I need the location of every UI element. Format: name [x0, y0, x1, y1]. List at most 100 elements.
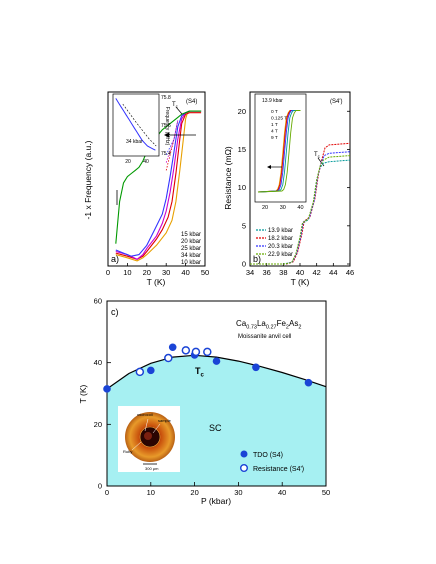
panel-c-x-tick-label: 30 — [234, 488, 242, 497]
panel-b-x-tick-label: 34 — [246, 268, 254, 277]
tdo-point — [147, 366, 155, 375]
inset-x-tick-20: 20 — [125, 159, 131, 165]
resistance-point — [191, 347, 201, 357]
panel-b-inset-curve — [257, 110, 301, 193]
panel-a-x-tick-label: 10 — [123, 268, 131, 277]
cell-label: Moissanite anvil cell — [238, 334, 291, 340]
panel-a-inset-y-label: Frequency (MHz) — [164, 107, 170, 146]
panel-b-legend: 13.9 kbar 18.2 kbar 20.3 kbar 22.9 kbar — [256, 228, 293, 258]
panel-b-y-tick-label: 0 — [242, 260, 246, 269]
panel-a-letter: a) — [111, 254, 119, 264]
sample-spot — [144, 432, 152, 440]
resistance-point — [203, 347, 212, 357]
panel-a-legend-entry: 25 kbar — [181, 246, 201, 252]
panel-b-inset-arrowhead — [267, 165, 271, 169]
panel-b-tc-arrow — [317, 157, 325, 167]
tdo-point — [252, 363, 260, 372]
panel-b-x-tick-label: 42 — [312, 268, 320, 277]
panel-c-y-tick-label: 60 — [94, 297, 102, 306]
panel-b-inset-legend: 0 T0.125 T1 T4 T9 T — [271, 109, 287, 141]
panel-a-inset — [115, 98, 157, 151]
photo-label-ruby: Ruby — [123, 449, 132, 454]
panel-c-frame — [106, 300, 327, 487]
legend-marker-tdo — [240, 450, 248, 458]
panel-b-inset-frame — [254, 93, 307, 203]
panel-a-x-tick-label: 0 — [106, 268, 110, 277]
panel-b-inset-title: 13.9 kbar — [262, 98, 283, 104]
panel-c-x-label: P (kbar) — [201, 496, 231, 506]
panel-c-tc-label: Tc — [195, 366, 205, 379]
legend-label-resistance: Resistance (S4') — [253, 466, 304, 473]
panel-b-series-line — [250, 159, 351, 265]
sample-pointer — [152, 423, 161, 434]
panel-b-inset-x-tick-label: 30 — [280, 205, 286, 211]
photo-label-microcoil: microcoil — [137, 412, 153, 417]
panel-b-x-tick-label: 38 — [279, 268, 287, 277]
panel-b-inset-x-tick-label: 40 — [297, 205, 303, 211]
panel-b-inset-legend-entry: 0 T — [271, 109, 278, 115]
panel-b-y-tick-label: 20 — [238, 107, 246, 116]
panel-b-legend-entry: 20.3 kbar — [268, 244, 293, 250]
panel-b-y-tick-label: 10 — [238, 183, 246, 192]
panel-b-inset-legend-entry: 9 T — [271, 135, 278, 141]
panel-b-x-tick-label: 40 — [296, 268, 304, 277]
panel-c-y-tick-label: 0 — [98, 482, 102, 491]
panel-c-points — [103, 343, 313, 393]
panel-a-direction-arrowhead — [164, 132, 169, 138]
panel-b-legend-entry: 18.2 kbar — [268, 236, 293, 242]
panel-b: 34 36 38 40 42 44 46 0 5 10 15 20 T (K) Resistance… — [223, 91, 354, 287]
panel-c-letter: c) — [111, 307, 119, 317]
panel-b-y-label: Resistance (mΩ) — [223, 146, 233, 210]
panel-b-series-line — [250, 142, 351, 265]
panel-c-x-tick-label: 40 — [278, 488, 286, 497]
panel-c-y-tick-label: 20 — [94, 420, 102, 429]
panel-c-y-label: T (K) — [78, 384, 88, 403]
panel-a-tc-label: Tc — [172, 102, 179, 109]
panel-c-y-tick-label: 40 — [94, 358, 102, 367]
photo-scale-label: 300 μm — [145, 466, 159, 471]
tdo-point — [168, 343, 177, 352]
inset-tick-754: 75.4 — [161, 151, 171, 157]
panel-a-legend-entry: 20 kbar — [181, 239, 201, 245]
panel-b-x-ticks: 34 36 38 40 42 44 46 — [246, 263, 354, 277]
panel-b-inset-x-ticks: 20 30 40 — [262, 205, 304, 211]
sc-label: SC — [209, 423, 222, 433]
panel-b-series-line — [250, 155, 351, 265]
panel-c-y-ticks: 0 20 40 60 — [94, 297, 111, 491]
legend-label-tdo: TDO (S4) — [253, 452, 283, 459]
inset-tick-758: 75.8 — [161, 95, 171, 101]
panel-a-inset-curve — [115, 98, 156, 151]
resistance-point — [164, 353, 173, 363]
panel-a-legend-entry: 10 kbar — [181, 260, 201, 266]
panel-a-x-label: T (K) — [147, 277, 166, 287]
panel-a-inset-frame — [112, 93, 160, 157]
panel-b-legend-entry: 13.9 kbar — [268, 228, 293, 234]
panel-c-x-tick-label: 10 — [147, 488, 155, 497]
panel-b-tc-label: Tc — [314, 152, 321, 159]
panel-a-inset-background — [122, 103, 157, 147]
panel-a-x-tick-label: 50 — [201, 268, 209, 277]
panel-b-y-tick-label: 15 — [238, 145, 246, 154]
ruby-pointer — [131, 441, 142, 451]
panel-b-x-tick-label: 44 — [329, 268, 337, 277]
panel-a: 0 10 20 30 40 50 T (K) -1 x Frequency (a.u.) … — [83, 91, 209, 287]
tdo-point — [304, 378, 313, 387]
panel-b-x-label: T (K) — [291, 277, 310, 287]
panel-b-inset-legend-entry: 4 T — [271, 129, 278, 135]
panel-a-legend-entry: 15 kbar — [181, 232, 201, 238]
compound-formula: Ca0.73La0.27Fe2As2 — [236, 319, 301, 331]
panel-b-y-tick-label: 5 — [242, 221, 246, 230]
panel-a-x-tick-label: 20 — [143, 268, 151, 277]
panel-a-series-line — [115, 112, 202, 260]
panel-c-x-tick-label: 50 — [322, 488, 330, 497]
resistance-point — [181, 346, 191, 355]
tc-fit-curve — [106, 354, 327, 390]
panel-b-letter: b) — [253, 254, 261, 264]
tdo-point — [212, 357, 221, 365]
panel-a-tc-arrow — [175, 106, 183, 115]
panel-b-inset-legend-entry: 0.125 T — [271, 116, 287, 122]
panel-c-x-ticks: 0 10 20 30 40 50 — [105, 482, 330, 497]
panel-b-sample-label: (S4') — [330, 99, 342, 105]
